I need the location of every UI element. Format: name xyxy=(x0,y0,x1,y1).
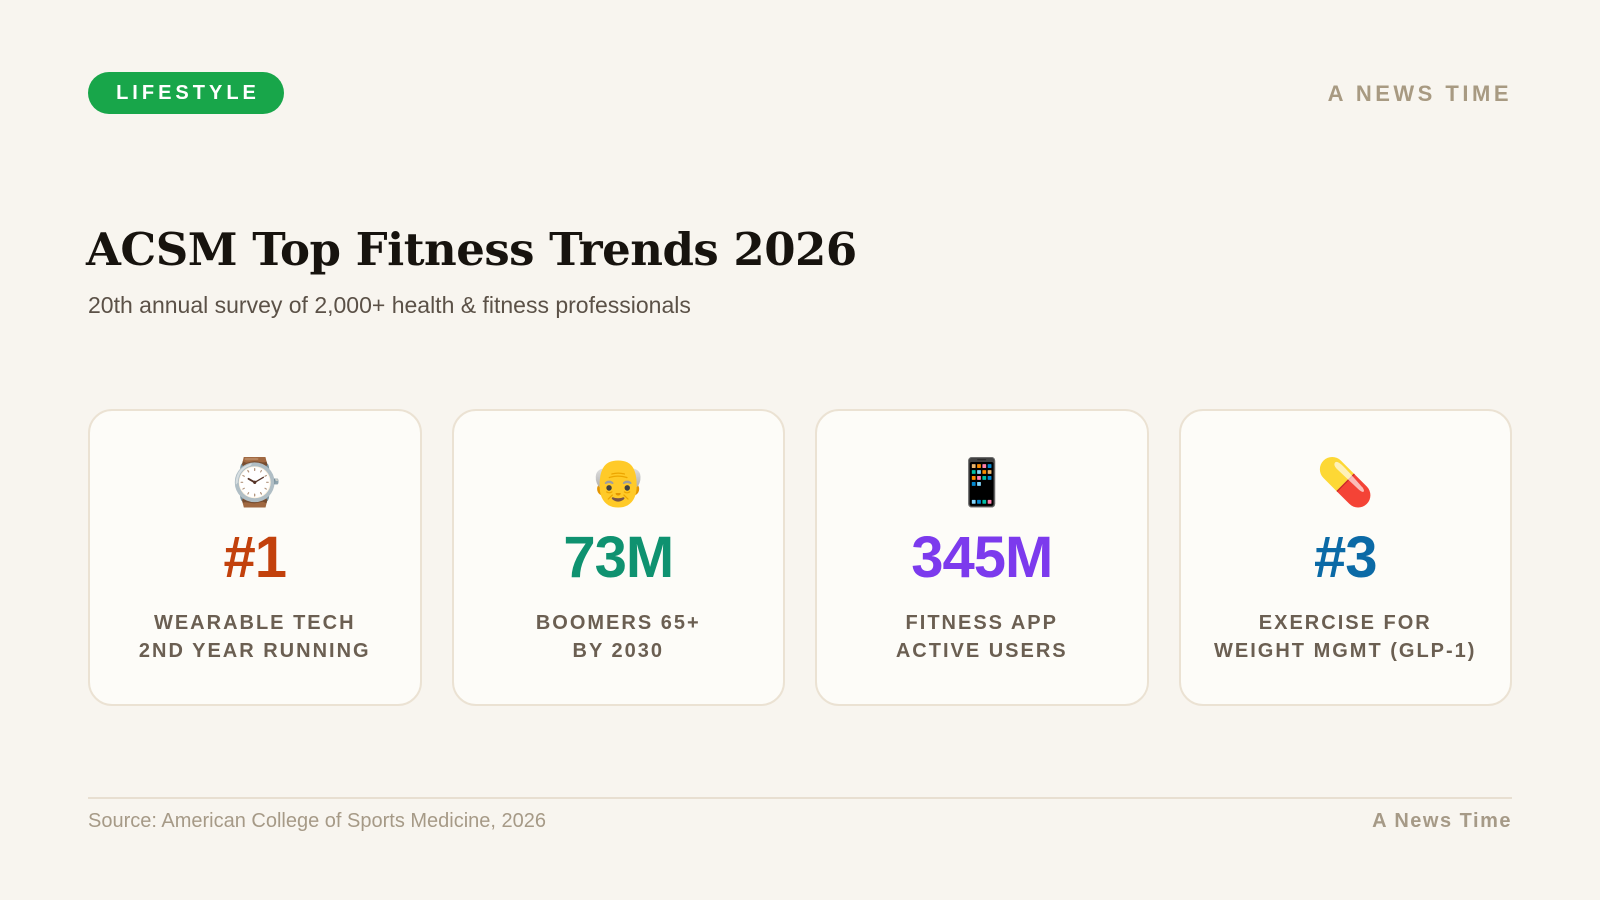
source-note: Source: American College of Sports Medic… xyxy=(88,810,547,832)
stat-label: WEARABLE TECH 2ND YEAR RUNNING xyxy=(139,609,371,665)
pill-icon: 💊 xyxy=(1316,455,1374,509)
stat-card-fitness-app: 📱 345M FITNESS APP ACTIVE USERS xyxy=(815,409,1149,706)
stat-label: BOOMERS 65+ BY 2030 xyxy=(536,609,701,665)
stat-value: #3 xyxy=(1313,525,1378,590)
page-subtitle: 20th annual survey of 2,000+ health & fi… xyxy=(88,292,691,318)
stat-label-line: WEARABLE TECH xyxy=(153,612,356,634)
stat-label-line: ACTIVE USERS xyxy=(895,640,1068,662)
footer-brand: A News Time xyxy=(1372,810,1512,832)
stat-value: 73M xyxy=(563,525,674,590)
stat-label: FITNESS APP ACTIVE USERS xyxy=(896,609,1068,665)
brand-name: A NEWS TIME xyxy=(1327,81,1512,106)
stat-label-line: BY 2030 xyxy=(572,640,664,662)
stat-cards: ⌚ #1 WEARABLE TECH 2ND YEAR RUNNING 👴 73… xyxy=(88,409,1512,706)
stat-value: #1 xyxy=(223,525,287,590)
mobile-phone-icon: 📱 xyxy=(953,455,1011,509)
footer-divider xyxy=(88,797,1512,799)
stat-card-weight-management: 💊 #3 EXERCISE FOR WEIGHT MGMT (GLP-1) xyxy=(1178,409,1512,706)
watch-icon: ⌚ xyxy=(226,455,284,509)
page-title: ACSM Top Fitness Trends 2026 xyxy=(86,223,857,276)
stat-label: EXERCISE FOR WEIGHT MGMT (GLP-1) xyxy=(1214,609,1476,665)
stat-label-line: WEIGHT MGMT (GLP-1) xyxy=(1214,640,1477,662)
stat-label-line: 2ND YEAR RUNNING xyxy=(138,640,371,662)
stat-label-line: EXERCISE FOR xyxy=(1258,612,1432,634)
stat-card-boomers: 👴 73M BOOMERS 65+ BY 2030 xyxy=(451,409,785,706)
stat-label-line: FITNESS APP xyxy=(905,612,1058,634)
stat-label-line: BOOMERS 65+ xyxy=(535,612,701,634)
stat-value: 345M xyxy=(911,525,1053,590)
older-man-icon: 👴 xyxy=(589,455,647,509)
stat-card-wearable-tech: ⌚ #1 WEARABLE TECH 2ND YEAR RUNNING xyxy=(88,409,422,706)
category-badge: LIFESTYLE xyxy=(88,72,284,114)
